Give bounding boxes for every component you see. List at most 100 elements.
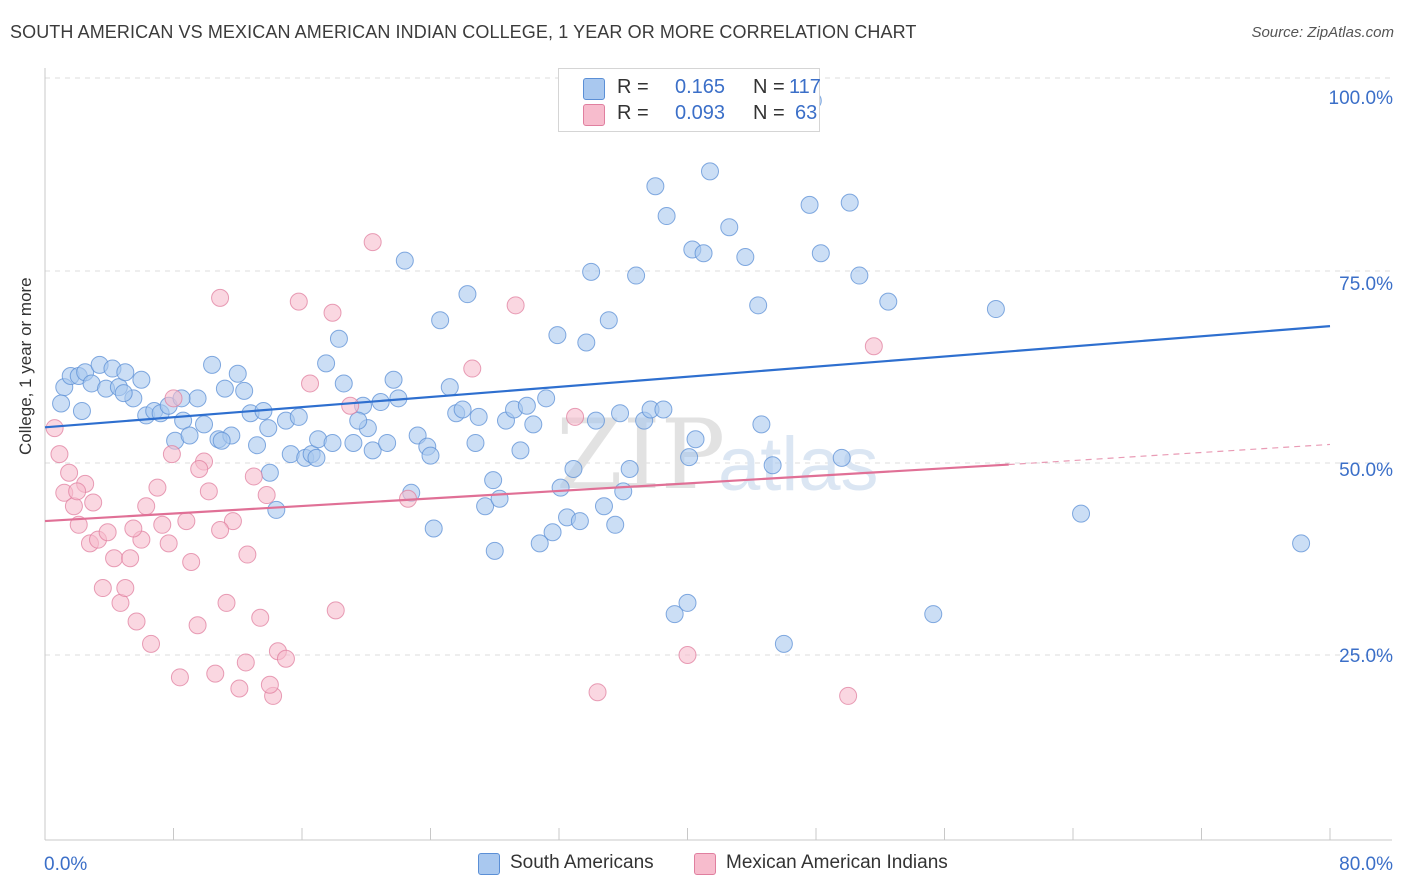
- data-point: [678, 646, 697, 664]
- data-point: [223, 512, 242, 531]
- data-point: [864, 337, 883, 356]
- data-point: [238, 545, 257, 564]
- data-point: [251, 608, 270, 627]
- data-point: [60, 463, 79, 482]
- data-point: [458, 285, 477, 304]
- legend-swatch-blue: [478, 853, 500, 875]
- data-point: [323, 433, 342, 452]
- trend-line-extrapolated: [1008, 443, 1331, 466]
- data-point: [326, 601, 345, 620]
- data-point: [763, 456, 782, 475]
- data-point: [211, 288, 230, 307]
- data-point: [586, 411, 605, 430]
- chart-title: SOUTH AMERICAN VS MEXICAN AMERICAN INDIA…: [10, 22, 917, 42]
- tick-labels: 25.0% 50.0% 75.0% 100.0% 0.0% 80.0%: [44, 88, 1393, 875]
- data-point: [127, 612, 146, 631]
- correlation-legend: R = 0.165 N = 117 R = 0.093 N = 63: [558, 68, 821, 132]
- data-point: [384, 370, 403, 389]
- data-point: [289, 292, 308, 311]
- data-point: [50, 445, 69, 464]
- data-point: [657, 207, 676, 226]
- data-point: [215, 379, 234, 398]
- data-point: [530, 534, 549, 553]
- data-point: [678, 593, 697, 612]
- data-point: [749, 296, 768, 315]
- data-point: [588, 683, 607, 702]
- data-point: [720, 218, 739, 237]
- legend-r-value: 0.165: [675, 76, 726, 98]
- data-point: [686, 430, 705, 449]
- data-point: [177, 512, 196, 531]
- data-point: [551, 478, 570, 497]
- trend-line-south-americans: [44, 325, 1331, 429]
- data-point: [1292, 534, 1311, 553]
- data-point: [363, 233, 382, 252]
- data-point: [582, 262, 601, 281]
- y-tick-label: 50.0%: [1339, 460, 1393, 481]
- data-point: [93, 579, 112, 598]
- data-point: [267, 500, 286, 519]
- data-point: [752, 415, 771, 434]
- data-point: [611, 404, 630, 423]
- data-point: [69, 515, 88, 534]
- legend-n-label: N =: [753, 102, 785, 124]
- data-point: [548, 326, 567, 345]
- data-point: [680, 448, 699, 467]
- x-tick-label: 80.0%: [1339, 854, 1393, 875]
- data-point: [614, 482, 633, 501]
- data-point: [566, 407, 585, 426]
- axes: [44, 68, 1392, 841]
- data-point: [203, 355, 222, 374]
- data-point: [159, 534, 178, 553]
- data-point: [363, 441, 382, 460]
- data-point: [506, 296, 525, 315]
- data-point: [148, 478, 167, 497]
- series-mexican-american-indians: [45, 233, 883, 705]
- data-point: [259, 419, 278, 438]
- data-point: [98, 523, 117, 542]
- trend-line-mexican-american-indians: [44, 463, 1009, 523]
- data-point: [260, 675, 279, 694]
- data-point: [195, 415, 214, 434]
- data-point: [594, 497, 613, 516]
- data-point: [170, 668, 189, 687]
- data-point: [190, 460, 209, 478]
- legend-r-label: R =: [617, 102, 649, 124]
- data-point: [774, 634, 793, 653]
- data-point: [116, 579, 135, 598]
- data-point: [879, 292, 898, 311]
- data-point: [850, 266, 869, 285]
- watermark: ZIP atlas: [556, 399, 879, 511]
- legend-n-value: 117: [789, 76, 821, 98]
- data-point: [307, 448, 326, 467]
- data-point: [986, 300, 1005, 319]
- data-point: [301, 374, 320, 393]
- data-point: [524, 415, 543, 434]
- data-point: [484, 471, 503, 490]
- data-point: [111, 593, 130, 612]
- data-point: [839, 686, 858, 705]
- data-point: [453, 400, 472, 419]
- data-point: [344, 433, 363, 452]
- data-point: [517, 396, 536, 415]
- y-tick-label: 100.0%: [1329, 88, 1394, 109]
- data-point: [620, 460, 639, 478]
- y-tick-label: 75.0%: [1339, 274, 1393, 295]
- data-point: [276, 649, 295, 668]
- data-point: [832, 448, 851, 467]
- legend-label: Mexican American Indians: [726, 852, 948, 873]
- data-point: [230, 679, 249, 698]
- data-point: [654, 400, 673, 419]
- data-point: [599, 311, 618, 330]
- data-point: [341, 396, 360, 415]
- legend-n-value: 63: [795, 102, 818, 124]
- legend-n-label: N =: [753, 76, 785, 98]
- data-point: [182, 553, 201, 571]
- data-point: [72, 401, 91, 420]
- data-point: [511, 441, 530, 460]
- data-point: [627, 266, 646, 285]
- data-point: [395, 251, 414, 270]
- data-point: [543, 523, 562, 542]
- data-point: [570, 512, 589, 531]
